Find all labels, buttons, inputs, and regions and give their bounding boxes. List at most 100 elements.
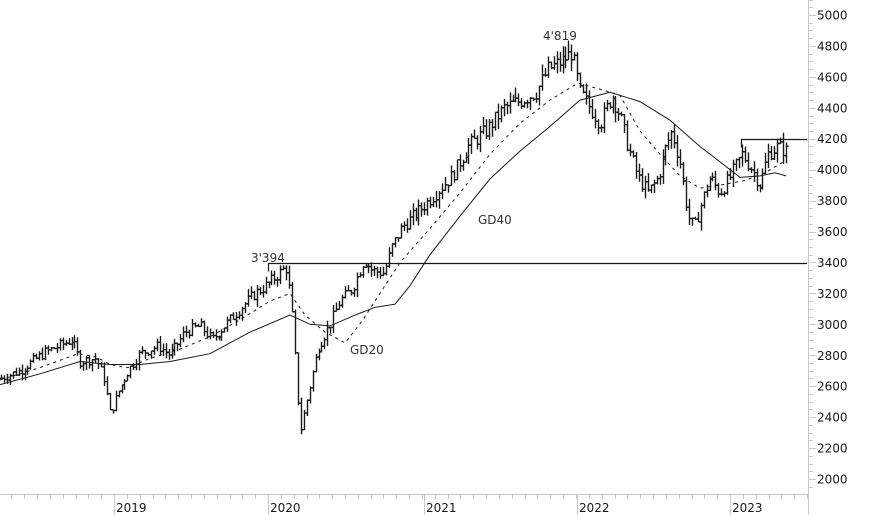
ohlc-bar <box>619 111 624 117</box>
ohlc-bar <box>655 175 660 185</box>
ohlc-bar <box>214 329 219 341</box>
ohlc-bar <box>781 132 786 165</box>
ohlc-bar <box>696 212 701 223</box>
ohlc-bar <box>675 135 680 167</box>
ohlc-bar <box>672 124 677 149</box>
ohlc-bar <box>346 285 351 292</box>
ohlc-bar <box>246 288 251 307</box>
ohlc-bar <box>637 163 642 182</box>
ohlc-bar <box>428 196 433 209</box>
ohlc-bar <box>666 132 671 150</box>
ohlc-bar <box>311 370 316 392</box>
ohlc-bar <box>296 352 301 406</box>
ohlc-bar <box>734 158 739 172</box>
ohlc-bar <box>593 108 598 129</box>
ohlc-bar <box>278 265 283 285</box>
ohlc-bar <box>775 138 780 163</box>
ohlc-bar <box>763 152 768 175</box>
y-tick-label: 2400 <box>817 411 848 425</box>
ohlc-bar <box>572 52 577 61</box>
x-tick-label: 2021 <box>426 501 457 515</box>
ohlc-bar <box>490 119 495 137</box>
annotation-label: 4'819 <box>543 29 577 43</box>
annotation-label: 3'394 <box>251 251 285 265</box>
ohlc-bar <box>649 184 654 194</box>
ohlc-bar <box>537 85 542 106</box>
ohlc-bar <box>325 320 330 346</box>
ohlc-bar <box>187 329 192 339</box>
ohlc-bar <box>646 173 651 192</box>
ohlc-bar <box>334 302 339 312</box>
ohlc-bar <box>269 270 274 286</box>
ohlc-bar <box>272 270 277 285</box>
ohlc-bar <box>225 316 230 332</box>
ohlc-bar <box>502 98 507 117</box>
ohlc-bar <box>461 159 466 171</box>
ohlc-bar <box>231 312 236 321</box>
ohlc-bar <box>575 52 580 81</box>
ohlc-bar <box>381 266 386 277</box>
ohlc-bar <box>455 159 460 181</box>
ohlc-bar <box>275 276 280 287</box>
y-tick-label: 3000 <box>817 318 848 332</box>
x-axis: 2019 2020 2021 2022 2023 <box>0 494 808 515</box>
ohlc-bar <box>475 135 480 150</box>
y-tick-label: 2000 <box>817 473 848 487</box>
ohlc-bar <box>669 129 674 149</box>
ohlc-bar <box>493 111 498 131</box>
y-tick-label: 4800 <box>817 39 848 53</box>
y-tick-label: 4000 <box>817 163 848 177</box>
ohlc-bar <box>737 156 742 169</box>
ohlc-bar <box>690 217 695 226</box>
ohlc-bar <box>434 190 439 208</box>
ohlc-bar <box>452 169 457 183</box>
x-tick-label: 2019 <box>116 501 147 515</box>
x-tick-label: 2022 <box>579 501 610 515</box>
ohlc-bar <box>608 102 613 110</box>
ohlc-bar <box>681 161 686 186</box>
ohlc-bar <box>472 129 477 140</box>
ohlc-bar <box>178 334 183 348</box>
ohlc-bar <box>658 173 663 185</box>
ohlc-bar <box>558 51 563 72</box>
ohlc-bar <box>308 386 313 404</box>
ohlc-bar <box>625 120 630 152</box>
ohlc-bar <box>766 143 771 169</box>
ohlc-bar <box>519 98 524 109</box>
ohlc-bar <box>458 154 463 172</box>
ohlc-bar <box>631 150 636 158</box>
ohlc-bar <box>555 51 560 74</box>
ohlc-bar <box>755 168 760 191</box>
ohlc-bar <box>522 101 527 108</box>
ohlc-bar <box>261 284 266 298</box>
ohlc-bar <box>372 265 377 276</box>
ohlc-bar <box>566 40 571 61</box>
ohlc-bar <box>496 103 501 130</box>
ohlc-bar <box>569 44 574 72</box>
y-tick-label: 3400 <box>817 256 848 270</box>
ohlc-bar <box>540 64 545 91</box>
ohlc-bar <box>190 319 195 337</box>
ohlc-bar <box>193 322 198 328</box>
ohlc-bar <box>769 145 774 161</box>
ohlc-bar <box>628 143 633 157</box>
ohlc-bar <box>164 343 169 359</box>
ohlc-bar <box>640 168 645 192</box>
ohlc-bar <box>328 326 333 334</box>
ohlc-bar <box>31 352 36 363</box>
ohlc-bar <box>602 102 607 134</box>
ohlc-bars <box>0 40 789 435</box>
ohlc-bar <box>402 221 407 232</box>
ohlc-bar <box>440 183 445 200</box>
ohlc-bar <box>90 359 95 372</box>
ohlc-bar <box>137 350 142 371</box>
y-tick-label: 4200 <box>817 132 848 146</box>
ohlc-bar <box>699 202 704 231</box>
ohlc-bar <box>378 267 383 279</box>
y-tick-label: 3200 <box>817 287 848 301</box>
ohlc-bar <box>778 137 783 145</box>
ohlc-bar <box>596 119 601 135</box>
ohlc-bar <box>408 210 413 230</box>
annotation-label: GD20 <box>350 343 384 357</box>
ohlc-bar <box>255 284 260 307</box>
